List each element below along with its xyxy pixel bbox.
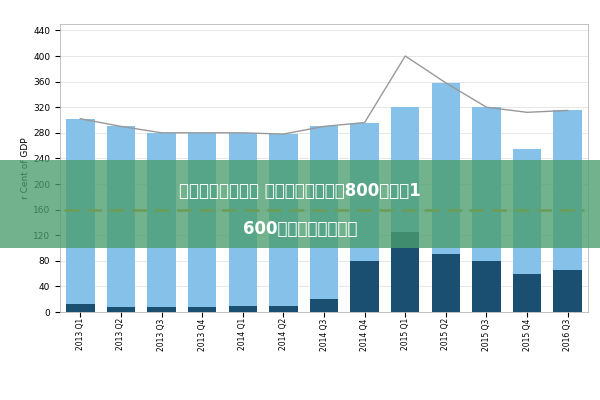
Bar [553, 270, 582, 312]
Bar [269, 134, 298, 306]
Bar [148, 307, 176, 312]
Bar [229, 306, 257, 312]
Bar [107, 126, 135, 307]
Text: 600万元增持公司股份: 600万元增持公司股份 [243, 220, 357, 238]
Bar [513, 149, 541, 274]
Bar [553, 110, 582, 270]
Bar [66, 304, 95, 312]
Bar [350, 123, 379, 261]
Bar [107, 307, 135, 312]
Bar [310, 299, 338, 312]
Bar [472, 107, 500, 261]
Bar [472, 261, 500, 312]
Y-axis label: r Cent of GDP: r Cent of GDP [21, 137, 30, 199]
Bar [391, 107, 419, 232]
Bar [269, 306, 298, 312]
Bar [431, 254, 460, 312]
Bar [513, 274, 541, 312]
Bar [188, 133, 217, 307]
Bar [350, 261, 379, 312]
Text: 配资炒股首选配资 四方光电：高管拟800万元至1: 配资炒股首选配资 四方光电：高管拟800万元至1 [179, 182, 421, 200]
Bar [229, 133, 257, 306]
Bar [188, 307, 217, 312]
Bar [148, 133, 176, 307]
Bar [310, 126, 338, 299]
Bar [391, 232, 419, 312]
Bar [431, 83, 460, 254]
Bar [66, 119, 95, 304]
